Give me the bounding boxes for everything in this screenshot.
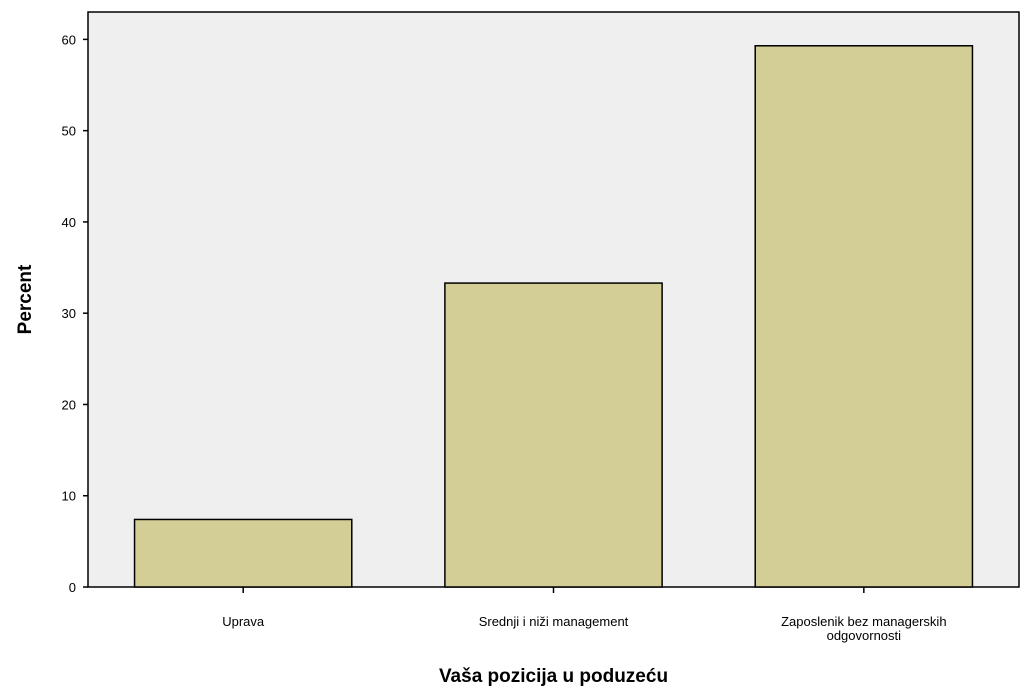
- y-axis-title: Percent: [15, 264, 36, 334]
- y-tick-label: 30: [62, 306, 76, 321]
- y-tick-label: 60: [62, 32, 76, 47]
- y-tick-label: 0: [69, 580, 76, 595]
- bar: [444, 282, 663, 588]
- x-tick-label: odgovornosti: [827, 628, 902, 643]
- x-tick-label: Uprava: [222, 614, 265, 629]
- bars-group: [133, 45, 974, 588]
- y-axis: 0 10 20 30 40 50 60: [62, 32, 88, 595]
- x-axis: Uprava Srednji i niži management Zaposleni…: [222, 587, 947, 643]
- x-tick-label: Zaposlenik bez managerskih: [781, 614, 946, 629]
- y-tick-label: 20: [62, 397, 76, 412]
- bar: [133, 518, 353, 588]
- y-tick-label: 10: [62, 489, 76, 504]
- y-tick-label: 40: [62, 215, 76, 230]
- y-tick-label: 50: [62, 124, 76, 139]
- bar: [754, 45, 974, 588]
- x-axis-title: Vaša pozicija u poduzeću: [439, 666, 668, 687]
- x-tick-label: Srednji i niži management: [479, 614, 629, 629]
